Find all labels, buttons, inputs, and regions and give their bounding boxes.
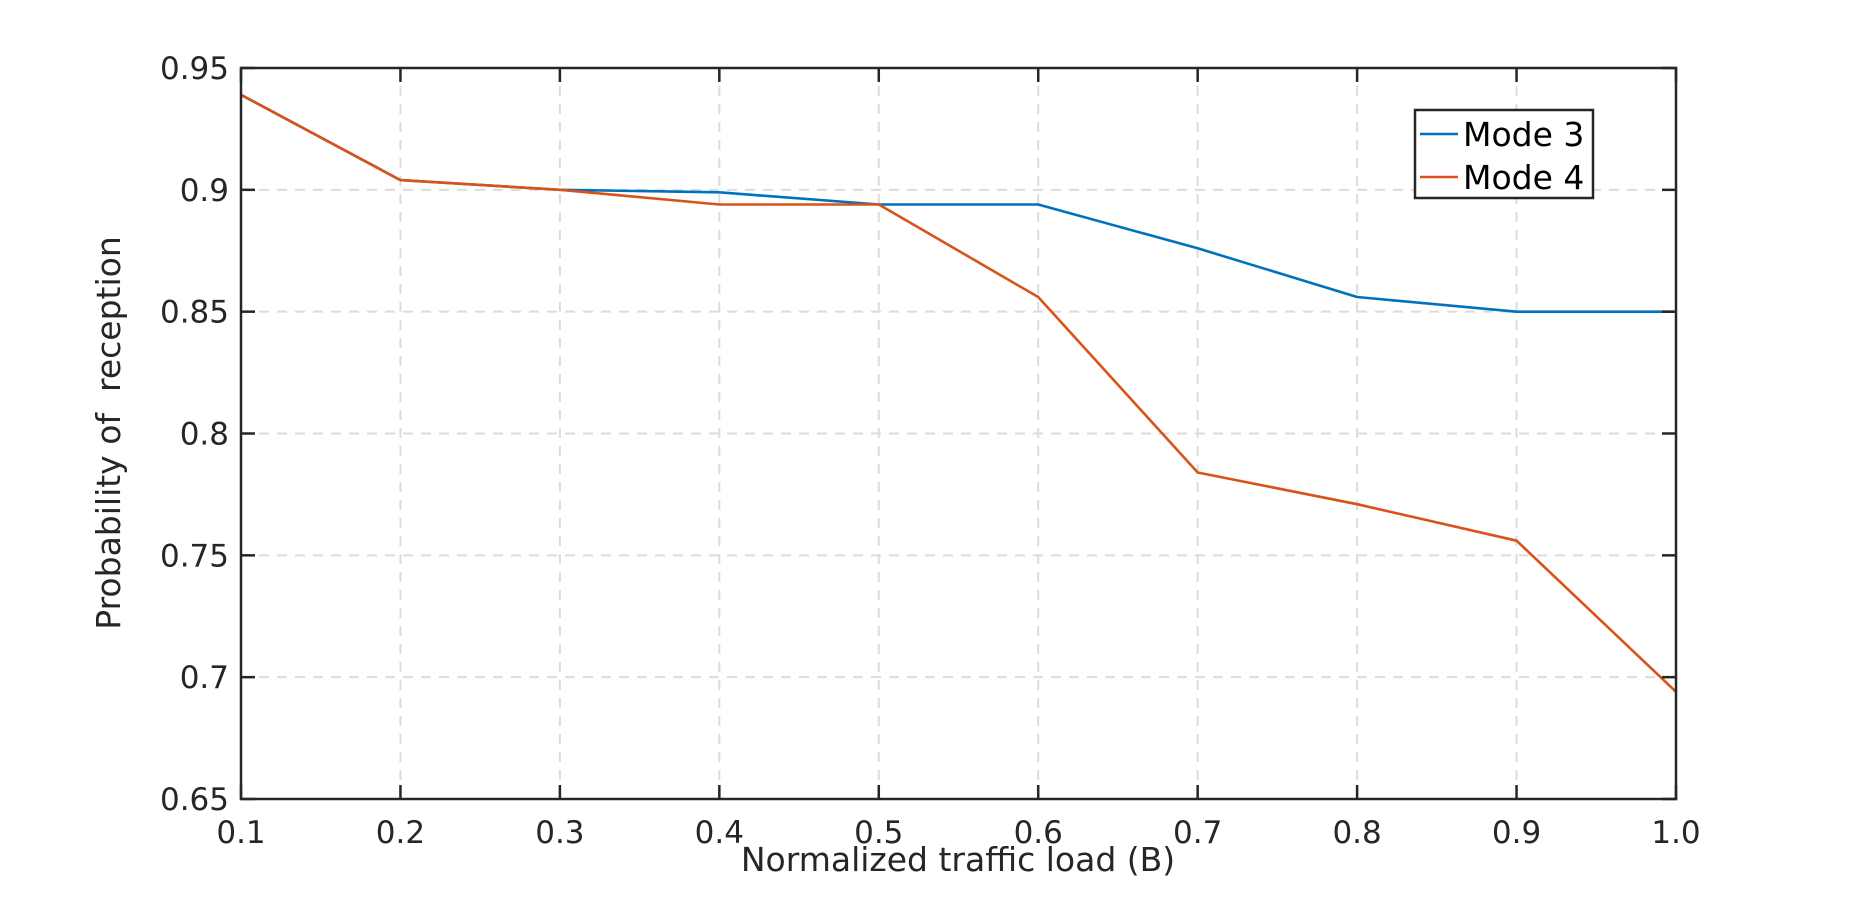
x-tick-label: 0.4	[695, 815, 744, 851]
x-tick-label: 0.3	[535, 815, 584, 851]
series-line-mode-4	[240, 93, 1677, 693]
x-tick-label: 0.1	[216, 815, 265, 851]
x-tick-label: 1.0	[1651, 815, 1700, 851]
x-tick-label: 0.8	[1332, 815, 1381, 851]
y-tick-label: 0.65	[160, 782, 229, 818]
legend-label-mode-3: Mode 3	[1463, 115, 1584, 154]
x-tick-label: 0.5	[854, 815, 903, 851]
x-axis-tick-labels: 0.1 0.2 0.3 0.4 0.5 0.6 0.7 0.8 0.9 1.0	[216, 815, 1700, 851]
y-tick-label: 0.85	[160, 295, 229, 331]
axis-ticks	[239, 66, 1678, 801]
x-tick-label: 0.7	[1173, 815, 1222, 851]
y-tick-label: 0.75	[160, 538, 229, 574]
x-tick-label: 0.9	[1492, 815, 1541, 851]
x-tick-label: 0.2	[376, 815, 425, 851]
y-tick-label: 0.9	[180, 173, 229, 209]
x-tick-label: 0.6	[1014, 815, 1063, 851]
x-axis-label: Normalized traffic load (B)	[741, 840, 1175, 879]
legend-box	[1413, 108, 1595, 200]
y-axis-tick-labels: 0.65 0.7 0.75 0.8 0.85 0.9 0.95	[160, 51, 229, 818]
data-series	[240, 93, 1677, 693]
legend: Mode 3 Mode 4	[1413, 108, 1595, 200]
y-axis-label: Probability of reception	[89, 236, 128, 629]
legend-label-mode-4: Mode 4	[1463, 158, 1584, 197]
y-tick-label: 0.95	[160, 51, 229, 87]
y-tick-label: 0.7	[180, 660, 229, 696]
y-tick-label: 0.8	[180, 417, 229, 453]
